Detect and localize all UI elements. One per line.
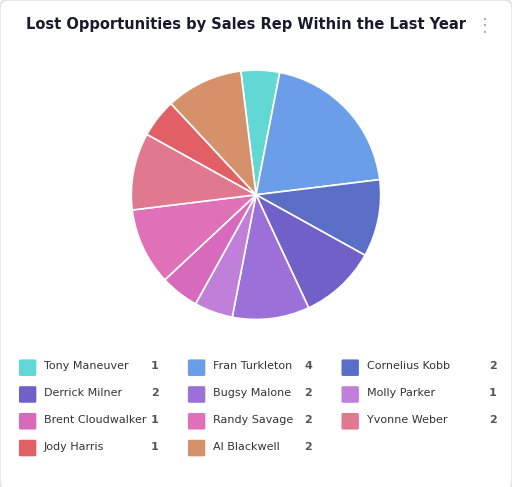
- Text: 1: 1: [151, 442, 159, 451]
- Text: Tony Maneuver: Tony Maneuver: [44, 361, 129, 371]
- Text: Cornelius Kobb: Cornelius Kobb: [367, 361, 450, 371]
- FancyBboxPatch shape: [19, 413, 36, 430]
- FancyBboxPatch shape: [188, 386, 205, 403]
- FancyBboxPatch shape: [19, 440, 36, 456]
- Text: Yvonne Weber: Yvonne Weber: [367, 415, 447, 425]
- Text: ⋮: ⋮: [476, 17, 494, 35]
- Wedge shape: [147, 104, 256, 195]
- FancyBboxPatch shape: [188, 440, 205, 456]
- Text: 2: 2: [489, 361, 497, 371]
- Text: Randy Savage: Randy Savage: [213, 415, 293, 425]
- FancyBboxPatch shape: [19, 359, 36, 376]
- Text: Molly Parker: Molly Parker: [367, 388, 435, 398]
- Wedge shape: [165, 195, 256, 304]
- Wedge shape: [241, 70, 280, 195]
- Text: 4: 4: [305, 361, 312, 371]
- FancyBboxPatch shape: [342, 359, 359, 376]
- Text: Lost Opportunities by Sales Rep Within the Last Year: Lost Opportunities by Sales Rep Within t…: [26, 17, 465, 32]
- Wedge shape: [132, 195, 256, 280]
- Wedge shape: [132, 134, 256, 210]
- Wedge shape: [256, 180, 380, 255]
- Text: 2: 2: [305, 442, 312, 451]
- Text: Derrick Milner: Derrick Milner: [44, 388, 122, 398]
- FancyBboxPatch shape: [342, 386, 359, 403]
- Text: 1: 1: [151, 415, 159, 425]
- Text: Bugsy Malone: Bugsy Malone: [213, 388, 291, 398]
- Text: 2: 2: [305, 415, 312, 425]
- Wedge shape: [256, 73, 380, 195]
- Wedge shape: [256, 195, 365, 308]
- Text: 2: 2: [151, 388, 159, 398]
- Text: 2: 2: [305, 388, 312, 398]
- FancyBboxPatch shape: [19, 386, 36, 403]
- Text: Fran Turkleton: Fran Turkleton: [213, 361, 292, 371]
- Text: 1: 1: [489, 388, 497, 398]
- Wedge shape: [232, 195, 309, 319]
- Wedge shape: [196, 195, 256, 317]
- Text: Al Blackwell: Al Blackwell: [213, 442, 280, 451]
- Text: Jody Harris: Jody Harris: [44, 442, 104, 451]
- Text: 2: 2: [489, 415, 497, 425]
- FancyBboxPatch shape: [342, 413, 359, 430]
- Text: 1: 1: [151, 361, 159, 371]
- FancyBboxPatch shape: [188, 359, 205, 376]
- FancyBboxPatch shape: [188, 413, 205, 430]
- Wedge shape: [171, 71, 256, 195]
- Text: Brent Cloudwalker: Brent Cloudwalker: [44, 415, 146, 425]
